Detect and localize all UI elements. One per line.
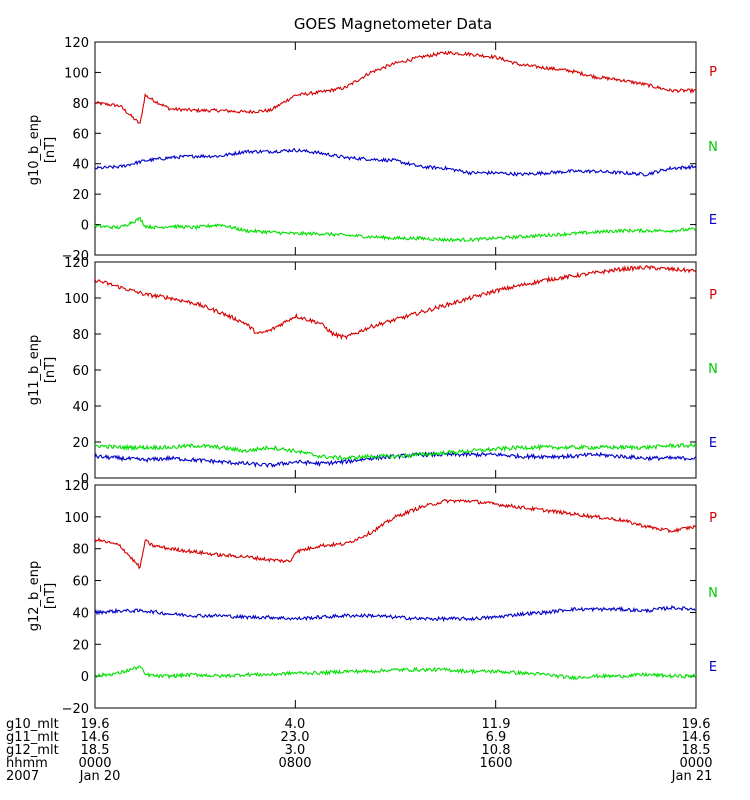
panel-g11-series-p [94,265,697,341]
footer-g10-mlt-3: 19.6 [681,717,711,732]
panel-g11-ticks: 120 100 80 60 40 20 0 [64,256,697,487]
panel-g11-legend-p: P [709,288,717,303]
panel-g10-unit: [nT] [43,137,58,163]
panel-g11: 120 100 80 60 40 20 0 g11_b_enp [nT] P N E [27,256,718,487]
panel-g10-legend-p: P [709,65,717,80]
panel-g10-ytick-label-3: 60 [72,127,89,142]
footer-date-0: Jan 20 [79,769,121,784]
footer-g11-mlt-3: 14.6 [681,730,711,745]
panel-g12: 120 100 80 60 40 20 0 −20 g12_b_enp [nT] P N E [27,479,718,717]
panel-g12-ytick-label-1: 100 [64,511,89,526]
footer-date-3: Jan 21 [671,769,713,784]
footer-label-g10-mlt: g10_mlt [6,717,59,732]
footer-label-year: 2007 [6,769,40,784]
footer-label-g12-mlt: g12_mlt [6,743,59,758]
panel-g12-ylabel: g12_b_enp [27,561,42,632]
footer-g11-mlt-0: 14.6 [80,730,110,745]
panel-g11-ytick-label-3: 60 [72,364,89,379]
panel-g12-series-n [94,604,697,623]
panel-g10-legend-n: N [708,140,718,155]
panel-g10-ytick-label-2: 80 [72,97,89,112]
footer-g12-mlt-1: 3.0 [284,743,306,758]
panel-g10-ytick-label-7: −20 [62,249,89,264]
panel-g11-ytick-label-4: 40 [72,400,89,415]
panel-g11-ytick-label-2: 80 [72,328,89,343]
panel-g11-lines [94,265,697,469]
panel-g12-legend-e: E [709,660,717,675]
footer-g12-mlt-2: 10.8 [481,743,511,758]
footer-label-hhmm: hhmm [6,756,48,771]
panel-g12-unit: [nT] [43,583,58,609]
panel-g11-ytick-label-1: 100 [64,292,89,307]
chart-title: GOES Magnetometer Data [294,15,492,33]
panel-g12-legend-n: N [708,586,718,601]
panel-g10-ytick-label-4: 40 [72,158,89,173]
panel-g10-ytick-label-5: 20 [72,188,89,203]
panel-g12-ytick-label-4: 40 [72,606,89,621]
panel-g12-lines [94,498,697,681]
panel-g11-series-e [94,442,697,461]
panel-g11-series-n [94,450,697,469]
panel-g10-ytick-label-6: 0 [81,219,89,234]
panel-g11-unit: [nT] [43,357,58,383]
panel-g12-ytick-label-7: −20 [62,702,89,717]
footer-label-g11-mlt: g11_mlt [6,730,59,745]
panel-g10-series-n [94,147,697,177]
footer-g10-mlt-1: 4.0 [284,717,306,732]
panel-g12-series-e [94,665,697,681]
panel-g10-series-e [94,216,697,243]
footer-g12-mlt-3: 18.5 [681,743,711,758]
footer-g10-mlt-0: 19.6 [80,717,110,732]
panel-g10-series-p [94,50,697,124]
panel-g12-ytick-label-6: 0 [81,670,89,685]
panel-g12-ticks: 120 100 80 60 40 20 0 −20 [62,479,697,717]
panel-g11-ytick-label-6: 0 [81,472,89,487]
panel-g12-legend-p: P [709,511,717,526]
footer-g10-mlt-2: 11.9 [481,717,511,732]
panel-g10-lines [94,50,697,243]
panel-g11-ytick-label-5: 20 [72,436,89,451]
panel-g11-ylabel: g11_b_enp [27,335,42,406]
panel-g12-ytick-label-0: 120 [64,479,89,494]
footer-hhmm-2: 1600 [479,756,513,771]
footer-hhmm-0: 0000 [78,756,112,771]
footer-g11-mlt-2: 6.9 [485,730,507,745]
panel-g10-ylabel: g10_b_enp [27,115,42,186]
footer-hhmm-3: 0000 [679,756,713,771]
panel-g11-legend-e: E [709,436,717,451]
panel-g12-ytick-label-2: 80 [72,543,89,558]
panel-g11-ytick-label-0: 120 [64,256,89,271]
panel-g10-legend-e: E [709,213,717,228]
panel-g11-legend-n: N [708,362,718,377]
panel-g12-ytick-label-5: 20 [72,638,89,653]
panel-g12-frame [94,484,697,709]
panel-g12-ytick-label-3: 60 [72,575,89,590]
footer-g12-mlt-0: 18.5 [80,743,110,758]
panel-g12-series-p [94,498,697,570]
panel-g10-frame [94,41,697,256]
footer-g11-mlt-1: 23.0 [280,730,310,745]
panel-g10-ytick-label-0: 120 [64,36,89,51]
panel-g10: 120 100 80 60 40 20 0 −20 g10_b_enp [nT] P N E [27,36,718,264]
footer-hhmm-1: 0800 [278,756,312,771]
panel-g10-ytick-label-1: 100 [64,66,89,81]
panel-g10-ticks: 120 100 80 60 40 20 0 −20 [62,36,697,264]
